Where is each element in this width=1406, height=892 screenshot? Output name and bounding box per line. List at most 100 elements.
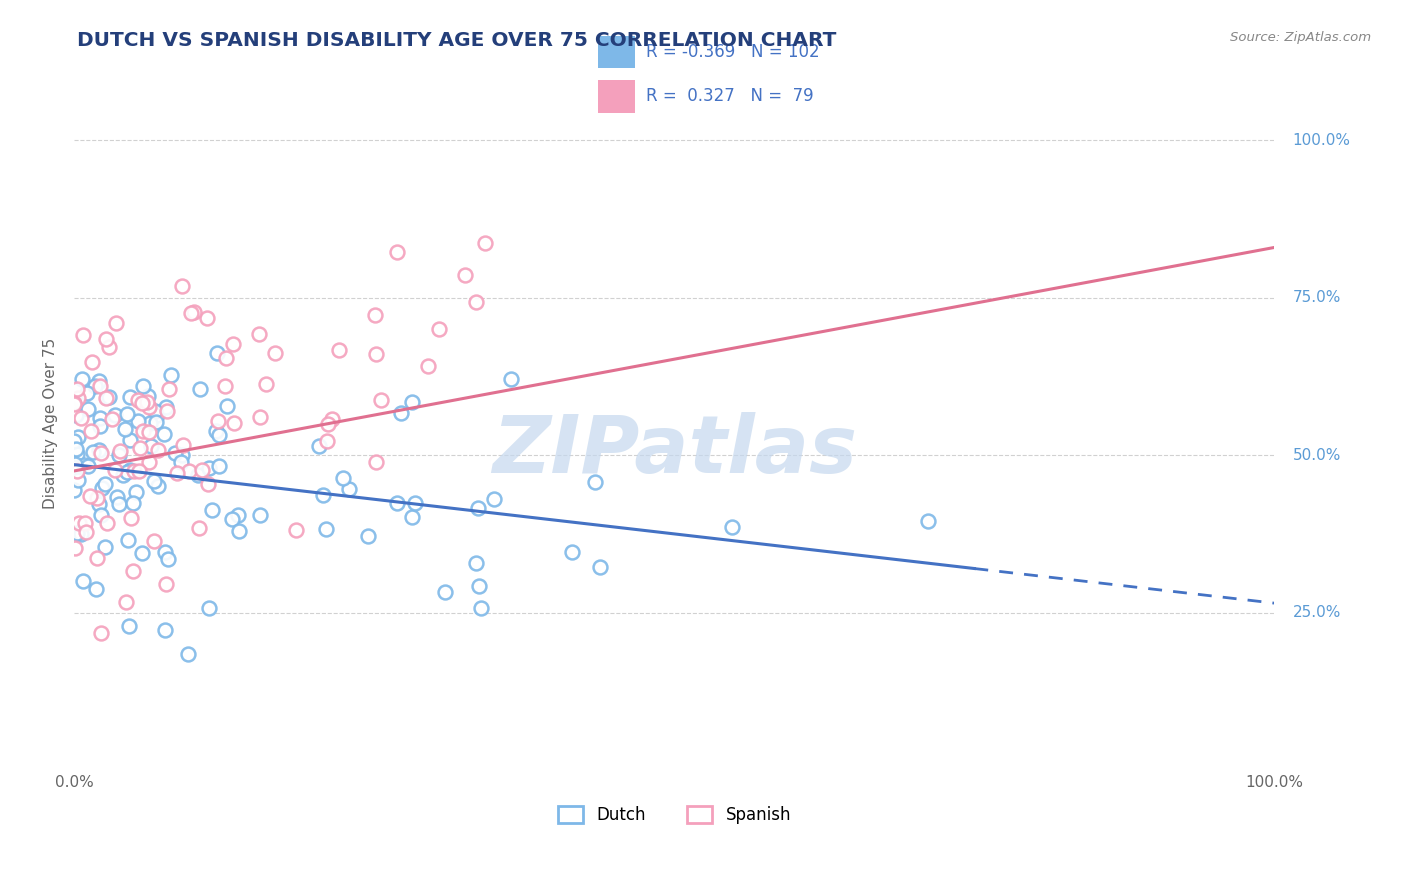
Y-axis label: Disability Age Over 75: Disability Age Over 75 — [44, 338, 58, 509]
Point — [198, 461, 221, 475]
Point — [115, 465, 138, 479]
Point — [139, 439, 162, 453]
Point — [484, 491, 506, 506]
Point — [138, 425, 160, 439]
Point — [364, 455, 387, 469]
Point — [143, 404, 166, 418]
Point — [197, 476, 219, 491]
Point — [98, 390, 121, 404]
Point — [197, 310, 219, 325]
Point — [315, 522, 337, 536]
Point — [156, 403, 179, 417]
Point — [401, 395, 423, 409]
Point — [84, 582, 107, 596]
Point — [172, 448, 194, 462]
Point — [427, 321, 450, 335]
Point — [66, 447, 89, 461]
Point — [65, 458, 87, 472]
Point — [221, 511, 243, 525]
Point — [67, 516, 90, 530]
Point — [72, 327, 94, 342]
Point — [157, 382, 180, 396]
Point — [94, 476, 117, 491]
Point — [366, 347, 388, 361]
Point — [120, 462, 142, 476]
Point — [72, 574, 94, 589]
Point — [284, 523, 307, 537]
Text: 100.0%: 100.0% — [1292, 133, 1351, 148]
Point — [136, 389, 159, 403]
Point — [316, 417, 339, 431]
Point — [721, 520, 744, 534]
Point — [79, 424, 101, 438]
Point — [112, 468, 135, 483]
Point — [121, 510, 143, 524]
Point — [96, 392, 118, 406]
Point — [215, 351, 238, 366]
Point — [145, 415, 167, 429]
Point — [228, 524, 250, 539]
Point — [73, 516, 96, 531]
Point — [77, 402, 100, 417]
Point — [127, 414, 149, 428]
Point — [122, 564, 145, 578]
Point — [214, 379, 236, 393]
FancyBboxPatch shape — [598, 79, 634, 112]
Point — [157, 551, 180, 566]
Point — [387, 496, 409, 510]
Point — [148, 478, 170, 492]
Legend: Dutch, Spanish: Dutch, Spanish — [558, 805, 792, 824]
Point — [76, 386, 98, 401]
Point — [465, 556, 488, 570]
Point — [385, 244, 408, 259]
Point — [90, 481, 112, 495]
Point — [249, 508, 271, 522]
Point — [63, 397, 86, 411]
Point — [67, 429, 90, 443]
Point — [115, 407, 138, 421]
Point — [89, 410, 111, 425]
Point — [125, 485, 148, 500]
Text: R =  0.327   N =  79: R = 0.327 N = 79 — [645, 87, 813, 104]
Point — [217, 399, 239, 413]
Point — [90, 508, 112, 523]
Point — [183, 304, 205, 318]
Point — [208, 459, 231, 474]
Point — [337, 482, 360, 496]
Point — [118, 619, 141, 633]
Point — [187, 467, 209, 482]
Point — [63, 434, 86, 449]
Point — [118, 433, 141, 447]
Point — [107, 491, 129, 505]
Point — [222, 337, 245, 351]
Point — [464, 295, 486, 310]
Point — [155, 400, 177, 414]
Point — [63, 541, 86, 556]
Point — [105, 316, 128, 330]
Point — [316, 434, 339, 448]
Text: Source: ZipAtlas.com: Source: ZipAtlas.com — [1230, 31, 1371, 45]
Point — [128, 392, 150, 407]
Point — [128, 442, 150, 456]
Point — [454, 268, 477, 283]
Point — [198, 601, 221, 615]
Point — [65, 442, 87, 456]
Point — [108, 443, 131, 458]
Point — [90, 626, 112, 640]
Point — [155, 577, 177, 591]
Point — [247, 326, 270, 341]
Point — [66, 382, 89, 396]
Point — [63, 483, 86, 497]
Point — [389, 406, 412, 420]
Point — [108, 448, 131, 462]
Point — [467, 501, 489, 516]
Point — [138, 400, 160, 414]
Point — [89, 378, 111, 392]
Point — [201, 503, 224, 517]
Point — [89, 419, 111, 434]
Text: ZIPatlas: ZIPatlas — [492, 412, 856, 491]
Point — [433, 585, 456, 599]
Point — [191, 463, 214, 477]
Point — [153, 544, 176, 558]
Point — [249, 409, 271, 424]
